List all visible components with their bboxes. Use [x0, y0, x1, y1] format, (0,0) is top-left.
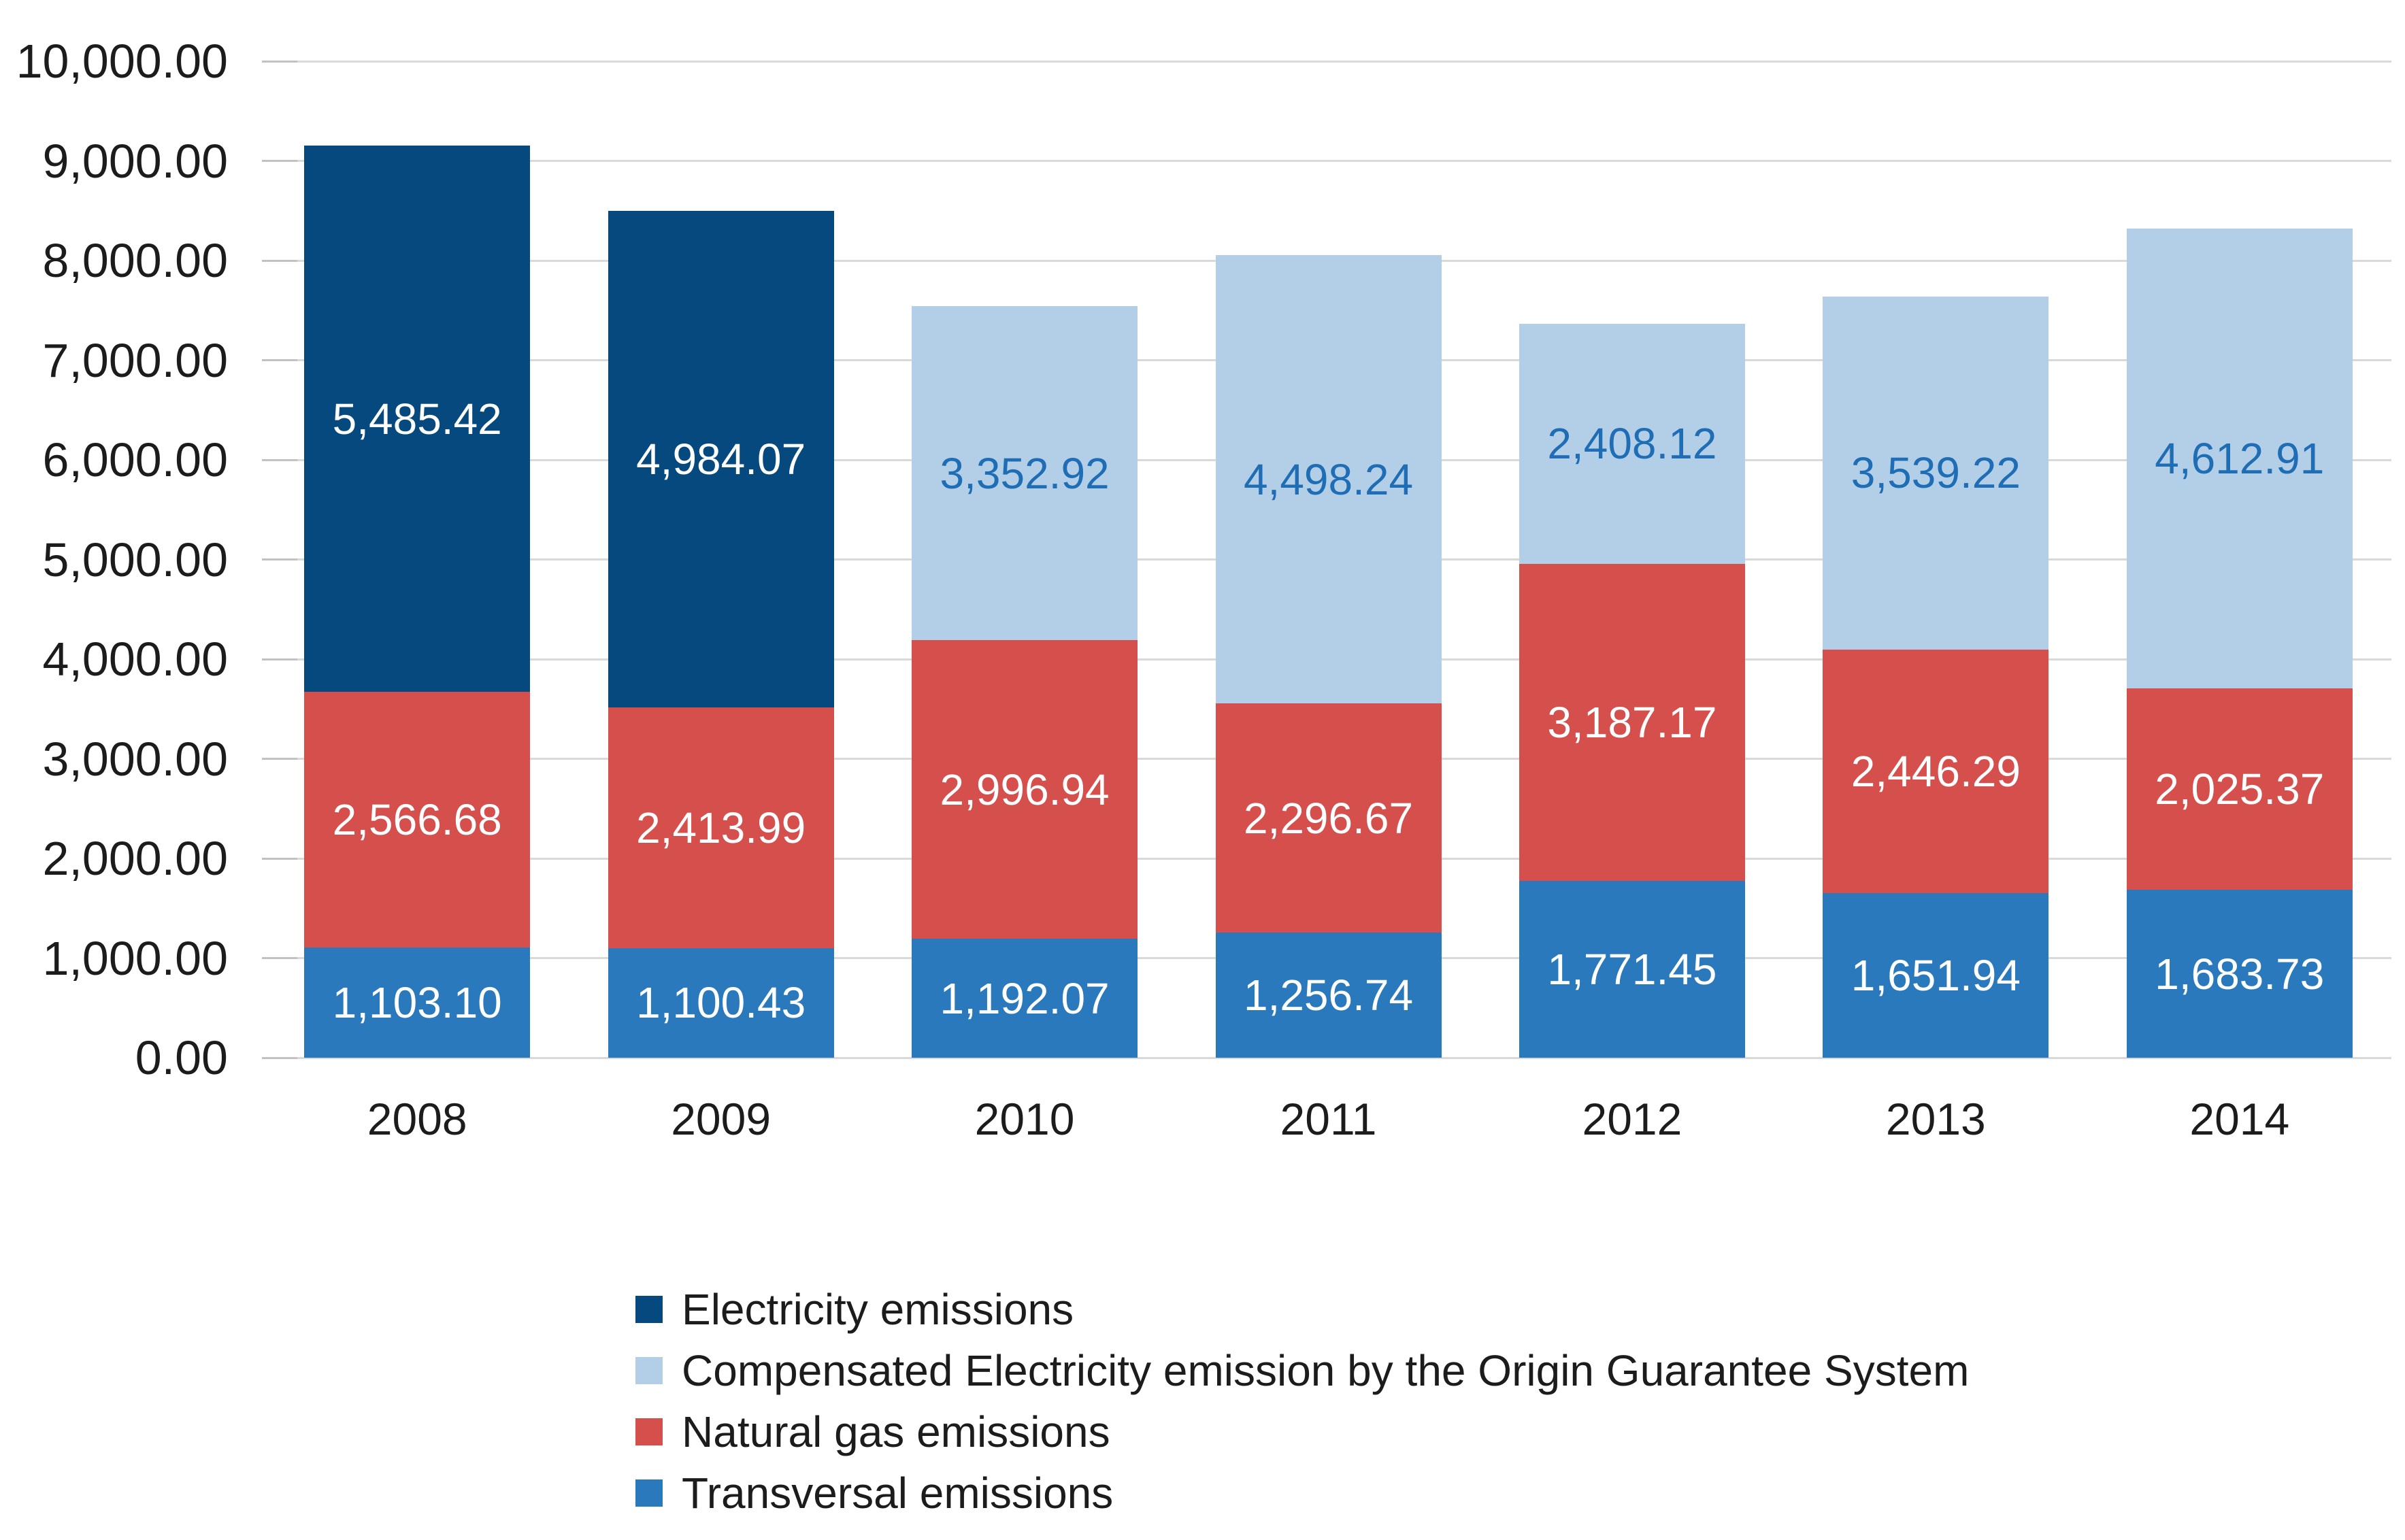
data-label: 3,539.22 — [1851, 448, 2021, 498]
data-label: 2,408.12 — [1547, 419, 1717, 469]
data-label: 2,996.94 — [940, 765, 1110, 814]
segment-transversal-emissions-2014: 1,683.73 — [2126, 890, 2353, 1058]
data-label: 2,446.29 — [1851, 746, 2021, 796]
data-label: 1,256.74 — [1243, 970, 1414, 1020]
data-label: 2,025.37 — [2155, 764, 2325, 814]
segment-compensated-electricity-2014: 4,612.91 — [2126, 228, 2353, 688]
segment-transversal-emissions-2013: 1,651.94 — [1823, 892, 2049, 1058]
data-label: 5,485.42 — [332, 394, 502, 443]
x-tick-label-2010: 2010 — [974, 1094, 1075, 1144]
bar-2009: 1,100.43 2,413.99 4,984.07 — [608, 210, 834, 1058]
segment-electricity-emissions-2008: 5,485.42 — [304, 145, 531, 692]
y-axis-tick — [262, 558, 297, 560]
bar-2008: 1,103.10 2,566.68 5,485.42 — [304, 145, 531, 1058]
y-axis-tick — [262, 1056, 297, 1059]
y-axis-tick — [262, 359, 297, 361]
bar-2010: 1,192.07 2,996.94 3,352.92 — [912, 306, 1138, 1058]
data-label: 2,413.99 — [636, 803, 806, 852]
y-tick-label: 6,000.00 — [42, 433, 228, 486]
bar-2011: 1,256.74 2,296.67 4,498.24 — [1215, 255, 1442, 1058]
data-label: 3,352.92 — [940, 448, 1110, 498]
data-label: 1,683.73 — [2155, 949, 2325, 999]
segment-natural-gas-2009: 2,413.99 — [608, 707, 834, 948]
legend-label: Natural gas emissions — [682, 1407, 1110, 1456]
legend-swatch-icon — [635, 1418, 663, 1445]
x-tick-label-2012: 2012 — [1582, 1094, 1682, 1144]
segment-natural-gas-2012: 3,187.17 — [1519, 563, 1745, 882]
legend-swatch-icon — [635, 1357, 663, 1384]
data-label: 4,612.91 — [2155, 433, 2325, 483]
segment-compensated-electricity-2012: 2,408.12 — [1519, 323, 1745, 564]
legend-swatch-icon — [635, 1479, 663, 1507]
y-axis-tick — [262, 160, 297, 162]
y-tick-label: 4,000.00 — [42, 633, 228, 686]
data-label: 1,103.10 — [332, 978, 502, 1028]
segment-transversal-emissions-2009: 1,100.43 — [608, 948, 834, 1058]
segment-natural-gas-2011: 2,296.67 — [1215, 703, 1442, 933]
x-tick-label-2013: 2013 — [1885, 1094, 1986, 1144]
segment-transversal-emissions-2008: 1,103.10 — [304, 948, 531, 1058]
legend-item-compensated-electricity: Compensated Electricity emission by the … — [635, 1349, 1969, 1392]
y-tick-label: 7,000.00 — [42, 333, 228, 387]
data-label: 1,192.07 — [940, 973, 1110, 1023]
data-label: 1,651.94 — [1851, 950, 2021, 1000]
bar-2014: 1,683.73 2,025.37 4,612.91 — [2126, 228, 2353, 1058]
segment-transversal-emissions-2012: 1,771.45 — [1519, 881, 1745, 1058]
y-tick-label: 10,000.00 — [16, 35, 228, 88]
y-tick-label: 5,000.00 — [42, 533, 228, 586]
y-tick-label: 8,000.00 — [42, 234, 228, 287]
segment-natural-gas-2008: 2,566.68 — [304, 692, 531, 948]
data-label: 1,100.43 — [636, 978, 806, 1028]
data-label: 1,771.45 — [1547, 945, 1717, 994]
x-tick-label-2009: 2009 — [671, 1094, 772, 1144]
y-axis-tick — [262, 259, 297, 262]
legend-label: Electricity emissions — [682, 1285, 1074, 1334]
segment-compensated-electricity-2011: 4,498.24 — [1215, 255, 1442, 704]
y-axis-tick — [262, 658, 297, 660]
bar-2013: 1,651.94 2,446.29 3,539.22 — [1823, 297, 2049, 1058]
legend-swatch-icon — [635, 1296, 663, 1323]
data-label: 4,984.07 — [636, 435, 806, 484]
data-label: 2,566.68 — [332, 795, 502, 845]
x-tick-label-2008: 2008 — [367, 1094, 467, 1144]
segment-natural-gas-2013: 2,446.29 — [1823, 649, 2049, 893]
x-tick-label-2014: 2014 — [2189, 1094, 2290, 1144]
legend-label: Compensated Electricity emission by the … — [682, 1346, 1970, 1395]
y-axis-tick — [262, 957, 297, 959]
gridline-10000 — [265, 60, 2391, 63]
y-tick-label: 9,000.00 — [42, 134, 228, 188]
y-axis-tick — [262, 758, 297, 760]
segment-transversal-emissions-2010: 1,192.07 — [912, 939, 1138, 1058]
gridline-9000 — [265, 160, 2391, 162]
y-tick-label: 0.00 — [135, 1031, 228, 1084]
x-tick-label-2011: 2011 — [1280, 1094, 1377, 1144]
y-axis-tick — [262, 458, 297, 461]
segment-compensated-electricity-2013: 3,539.22 — [1823, 297, 2049, 650]
segment-electricity-emissions-2009: 4,984.07 — [608, 210, 834, 708]
segment-transversal-emissions-2011: 1,256.74 — [1215, 932, 1442, 1058]
gridline-0 — [265, 1056, 2391, 1059]
y-tick-label: 2,000.00 — [42, 832, 228, 885]
data-label: 4,498.24 — [1243, 454, 1414, 504]
segment-natural-gas-2010: 2,996.94 — [912, 640, 1138, 939]
bar-2012: 1,771.45 3,187.17 2,408.12 — [1519, 323, 1745, 1058]
y-tick-label: 3,000.00 — [42, 732, 228, 786]
y-axis-tick — [262, 857, 297, 860]
legend-item-electricity-emissions: Electricity emissions — [635, 1288, 1074, 1331]
segment-natural-gas-2014: 2,025.37 — [2126, 688, 2353, 890]
segment-compensated-electricity-2010: 3,352.92 — [912, 306, 1138, 641]
legend-item-transversal-emissions: Transversal emissions — [635, 1471, 1113, 1515]
data-label: 3,187.17 — [1547, 698, 1717, 748]
legend-item-natural-gas: Natural gas emissions — [635, 1410, 1110, 1454]
data-label: 2,296.67 — [1243, 793, 1414, 843]
legend-label: Transversal emissions — [682, 1469, 1114, 1518]
y-tick-label: 1,000.00 — [42, 931, 228, 985]
y-axis-tick — [262, 60, 297, 63]
